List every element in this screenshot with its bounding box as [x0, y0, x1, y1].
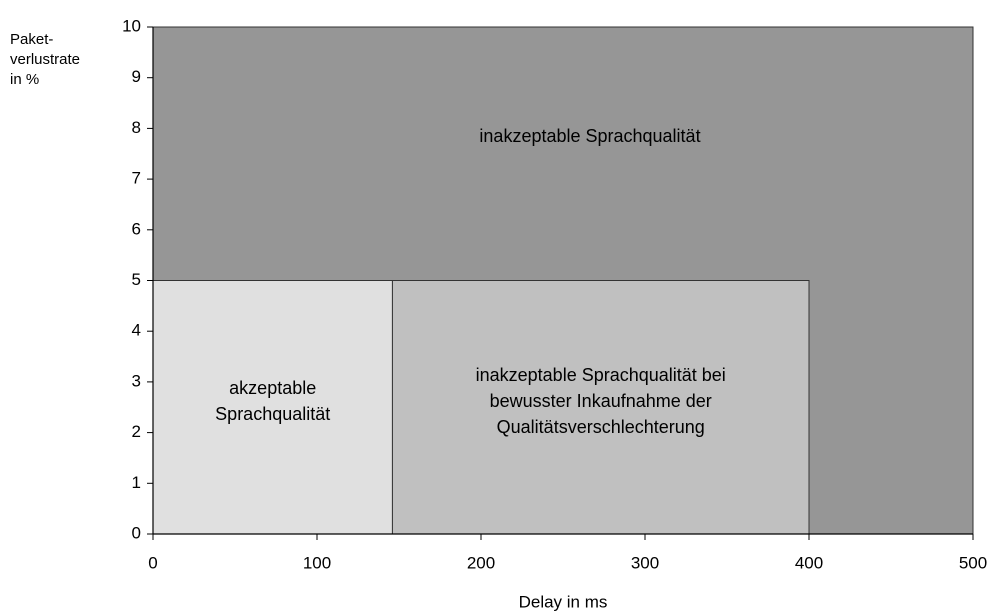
region-label: inakzeptable Sprachqualität bei — [476, 365, 726, 385]
y-tick-label: 3 — [132, 371, 141, 390]
region — [152, 280, 393, 535]
y-tick-label: 5 — [132, 270, 141, 289]
y-tick-label: 10 — [122, 16, 141, 35]
y-tick-label: 0 — [132, 523, 141, 542]
y-axis-label: Paket- — [10, 31, 53, 48]
x-tick-label: 400 — [795, 553, 823, 572]
region — [391, 280, 810, 535]
region-label: Sprachqualität — [215, 404, 330, 424]
region-label: inakzeptable Sprachqualität — [479, 126, 700, 146]
y-tick-label: 7 — [132, 169, 141, 188]
y-tick-label: 1 — [132, 473, 141, 492]
y-tick-label: 9 — [132, 67, 141, 86]
y-tick-label: 8 — [132, 118, 141, 137]
region-label: Qualitätsverschlechterung — [497, 417, 705, 437]
y-axis-label: in % — [10, 71, 39, 88]
region-label: bewusster Inkaufnahme der — [490, 391, 712, 411]
y-tick-label: 6 — [132, 219, 141, 238]
x-axis-label: Delay in ms — [519, 592, 608, 611]
y-tick-label: 4 — [132, 321, 141, 340]
x-tick-label: 300 — [631, 553, 659, 572]
y-axis-label: verlustrate — [10, 51, 80, 68]
x-tick-label: 0 — [148, 553, 157, 572]
y-tick-label: 2 — [132, 422, 141, 441]
x-tick-label: 200 — [467, 553, 495, 572]
region-label: akzeptable — [229, 378, 316, 398]
x-tick-label: 100 — [303, 553, 331, 572]
x-tick-label: 500 — [959, 553, 987, 572]
